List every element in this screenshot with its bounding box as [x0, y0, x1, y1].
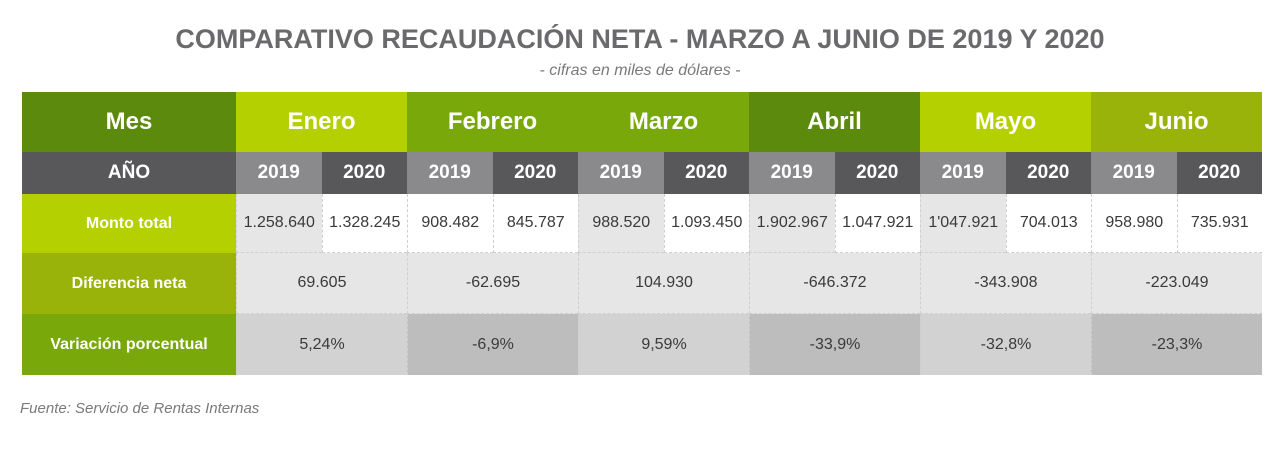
row-label-monto: Monto total — [22, 194, 236, 253]
monto-cell-febrero-2019: 908.482 — [407, 194, 493, 253]
row-label-variacion: Variación porcentual — [22, 314, 236, 375]
year-header-marzo-2020: 2020 — [663, 152, 749, 194]
monto-cell-enero-2019: 1.258.640 — [236, 194, 322, 253]
table-subtitle: - cifras en miles de dólares - — [539, 62, 741, 79]
monto-cell-mayo-2020: 704.013 — [1005, 194, 1091, 253]
diferencia-cell-junio: -223.049 — [1091, 253, 1262, 314]
month-header-febrero: Febrero — [407, 92, 578, 152]
year-header-enero-2020: 2020 — [321, 152, 407, 194]
monto-cell-mayo-2019: 1'047.921 — [920, 194, 1006, 253]
year-header-abril-2019: 2019 — [749, 152, 835, 194]
month-header-mayo: Mayo — [920, 92, 1091, 152]
diferencia-cell-mayo: -343.908 — [920, 253, 1091, 314]
table-title: COMPARATIVO RECAUDACIÓN NETA - MARZO A J… — [175, 24, 1105, 54]
header-mes-cell: Mes — [22, 92, 236, 152]
header-year-label: AÑO — [22, 152, 236, 194]
monto-cell-abril-2020: 1.047.921 — [834, 194, 920, 253]
monto-cell-abril-2019: 1.902.967 — [749, 194, 835, 253]
year-header-marzo-2019: 2019 — [578, 152, 664, 194]
month-header-abril: Abril — [749, 92, 920, 152]
diferencia-cell-febrero: -62.695 — [407, 253, 578, 314]
monto-cell-marzo-2020: 1.093.450 — [663, 194, 749, 253]
month-header-marzo: Marzo — [578, 92, 749, 152]
variacion-cell-marzo: 9,59% — [578, 314, 749, 375]
year-header-junio-2020: 2020 — [1176, 152, 1262, 194]
year-header-febrero-2020: 2020 — [492, 152, 578, 194]
monto-cell-junio-2020: 735.931 — [1176, 194, 1262, 253]
diferencia-cell-abril: -646.372 — [749, 253, 920, 314]
diferencia-cell-marzo: 104.930 — [578, 253, 749, 314]
year-header-abril-2020: 2020 — [834, 152, 920, 194]
monto-cell-enero-2020: 1.328.245 — [321, 194, 407, 253]
year-header-mayo-2019: 2019 — [920, 152, 1006, 194]
variacion-cell-abril: -33,9% — [749, 314, 920, 375]
month-header-junio: Junio — [1091, 92, 1262, 152]
year-header-junio-2019: 2019 — [1091, 152, 1177, 194]
year-header-febrero-2019: 2019 — [407, 152, 493, 194]
variacion-cell-febrero: -6,9% — [407, 314, 578, 375]
year-header-enero-2019: 2019 — [236, 152, 322, 194]
year-header-mayo-2020: 2020 — [1005, 152, 1091, 194]
diferencia-cell-enero: 69.605 — [236, 253, 407, 314]
variacion-cell-mayo: -32,8% — [920, 314, 1091, 375]
variacion-cell-enero: 5,24% — [236, 314, 407, 375]
source-note: Fuente: Servicio de Rentas Internas — [20, 400, 260, 417]
monto-cell-febrero-2020: 845.787 — [492, 194, 578, 253]
row-label-diferencia: Diferencia neta — [22, 253, 236, 314]
monto-cell-junio-2019: 958.980 — [1091, 194, 1177, 253]
variacion-cell-junio: -23,3% — [1091, 314, 1262, 375]
month-header-enero: Enero — [236, 92, 407, 152]
monto-cell-marzo-2019: 988.520 — [578, 194, 664, 253]
